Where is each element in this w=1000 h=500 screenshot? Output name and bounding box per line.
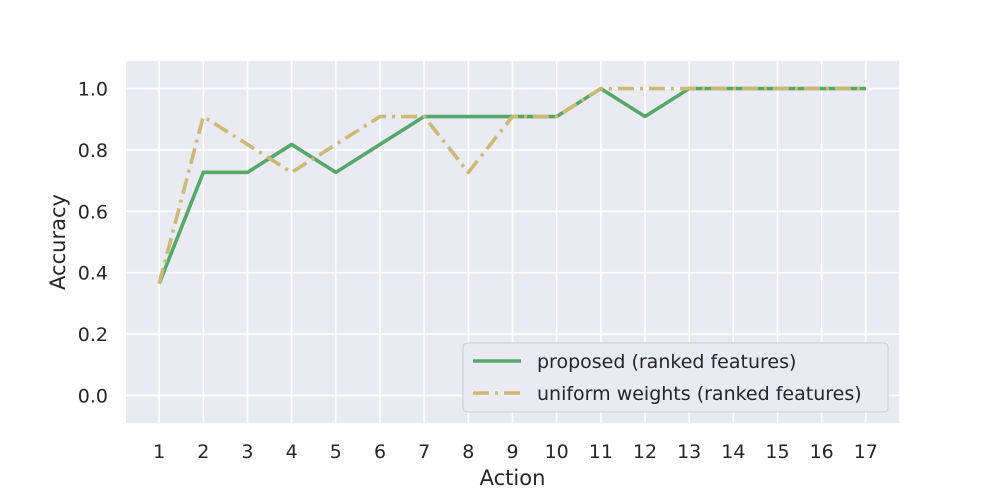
x-tick-label: 7 bbox=[418, 441, 430, 463]
x-tick-label: 11 bbox=[589, 441, 613, 463]
y-axis-label: Accuracy bbox=[46, 194, 70, 290]
x-tick-label: 17 bbox=[854, 441, 878, 463]
x-tick-label: 16 bbox=[810, 441, 834, 463]
x-tick-label: 4 bbox=[286, 441, 298, 463]
x-tick-label: 13 bbox=[677, 441, 701, 463]
x-tick-label: 10 bbox=[545, 441, 569, 463]
y-tick-label: 1.0 bbox=[78, 79, 108, 101]
x-tick-label: 3 bbox=[241, 441, 253, 463]
legend-box bbox=[462, 342, 889, 413]
legend-label-uniform-weights: uniform weights (ranked features) bbox=[537, 383, 862, 405]
y-tick-label: 0.0 bbox=[78, 385, 108, 407]
y-tick-label: 0.6 bbox=[78, 201, 108, 223]
x-tick-label: 14 bbox=[721, 441, 745, 463]
x-tick-label: 6 bbox=[374, 441, 386, 463]
tick-labels: 1 2 3 4 5 6 7 8 9 10 11 12 13 14 15 16 170.00.20.40.60.8… bbox=[78, 79, 878, 463]
x-tick-label: 15 bbox=[765, 441, 789, 463]
y-tick-label: 0.8 bbox=[78, 140, 108, 162]
x-axis-label: Action bbox=[480, 466, 546, 490]
legend-label-proposed: proposed (ranked features) bbox=[537, 351, 796, 373]
series-line-uniform-weights-ranked-features bbox=[157, 86, 866, 285]
series-lines bbox=[157, 86, 866, 285]
legend: proposed (ranked features) uniform weigh… bbox=[462, 342, 889, 413]
x-tick-label: 9 bbox=[506, 441, 518, 463]
x-tick-label: 5 bbox=[330, 441, 342, 463]
x-tick-label: 1 bbox=[153, 441, 165, 463]
x-tick-label: 12 bbox=[633, 441, 657, 463]
x-tick-label: 2 bbox=[197, 441, 209, 463]
x-tick-label: 8 bbox=[462, 441, 474, 463]
y-tick-label: 0.4 bbox=[78, 263, 108, 285]
y-tick-label: 0.2 bbox=[78, 324, 108, 346]
